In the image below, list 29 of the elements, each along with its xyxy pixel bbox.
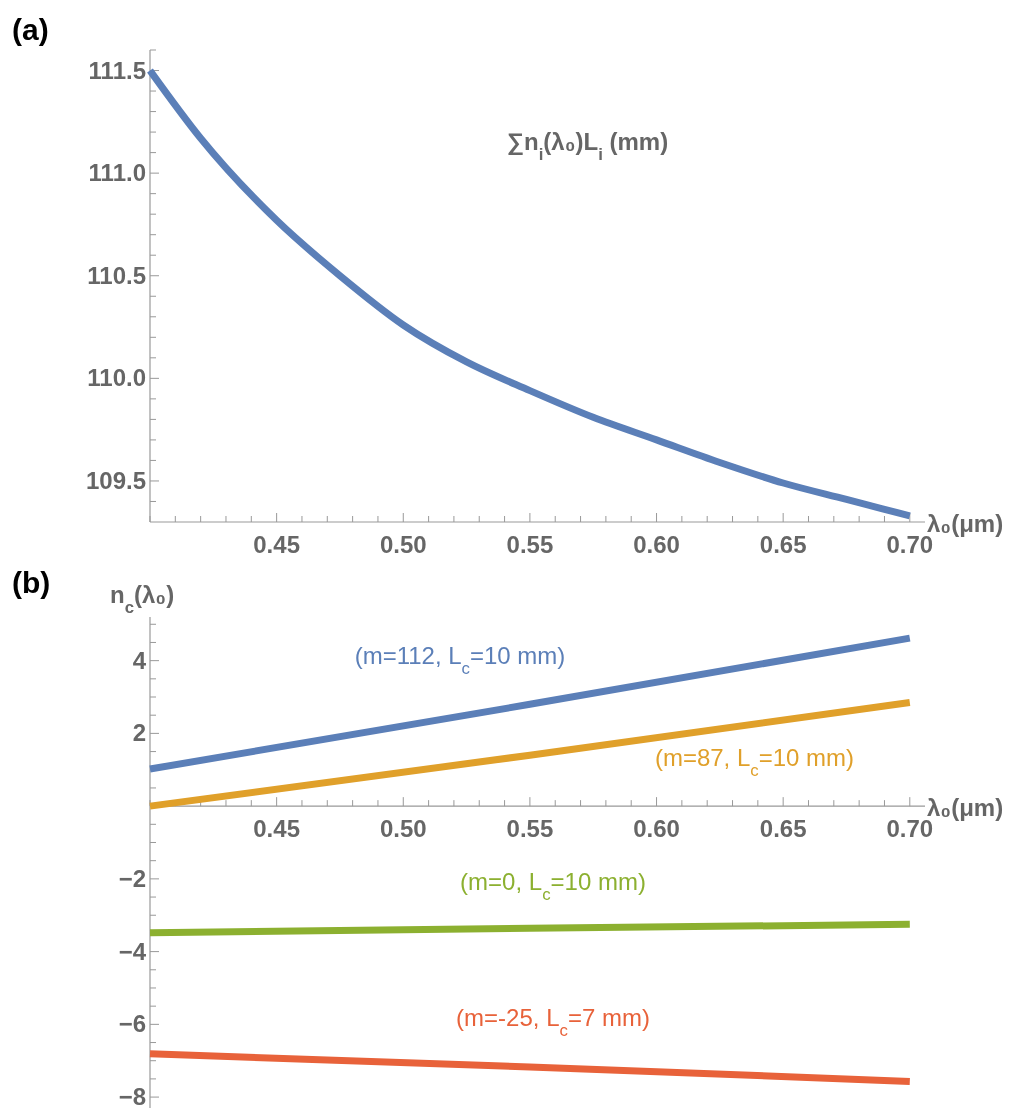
x-tick-label: 0.55 <box>506 815 554 843</box>
chart-title: (a) <box>12 13 49 46</box>
x-tick-label: 0.60 <box>633 531 680 558</box>
y-tick-label: −6 <box>118 1010 146 1038</box>
y-tick-label: 110.0 <box>87 364 146 392</box>
series-label: (m=-25, L$_{c}$=7 mm) <box>456 1003 650 1040</box>
y-tick-label: 2 <box>132 719 146 747</box>
y-tick-label: 111.0 <box>88 159 146 187</box>
x-tick-label: 0.65 <box>759 815 807 843</box>
y-tick-label: −8 <box>118 1083 146 1111</box>
x-tick-label: 0.50 <box>379 815 427 843</box>
x-tick-label: 0.55 <box>506 531 554 558</box>
y-tick-label: 110.5 <box>87 261 146 289</box>
x-tick-label: 0.65 <box>759 531 807 558</box>
y-tick-label: −4 <box>118 937 147 965</box>
x-tick-label: 0.50 <box>379 531 427 558</box>
y-tick-label: 4 <box>132 646 147 674</box>
x-tick-label: 0.45 <box>253 531 300 558</box>
y-axis-title: ∑n$_{i}$(λ₀)L$_{i}$ (mm) <box>506 128 669 164</box>
series-label: (m=112, L$_{c}$=10 mm) <box>354 642 566 678</box>
y-tick-label: 109.5 <box>85 466 146 494</box>
x-tick-label: 0.45 <box>253 815 300 843</box>
y-tick-label: −2 <box>118 864 146 892</box>
series-label: (m=0, L$_{c}$=10 mm) <box>460 868 646 904</box>
y-tick-label: 111.5 <box>88 56 146 84</box>
chart-title: (b) <box>12 566 51 599</box>
series-label: (m=87, L$_{c}$=10 mm) <box>654 744 855 780</box>
y-axis-title: n$_{c}$(λ₀) <box>110 581 175 617</box>
x-tick-label: 0.60 <box>633 815 680 843</box>
